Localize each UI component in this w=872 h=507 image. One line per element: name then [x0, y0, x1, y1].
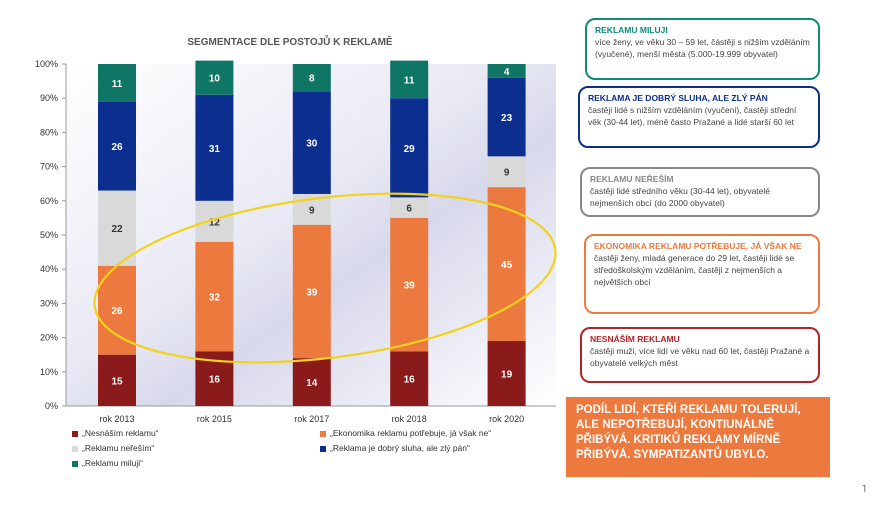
bar-segment [98, 265, 136, 355]
legend-label: „Reklamu neřeším“ [82, 443, 155, 453]
bar-data-label: 30 [306, 139, 318, 150]
y-tick-label: 100% [35, 59, 58, 69]
bar-segment [390, 197, 429, 218]
legend-swatch [72, 445, 78, 452]
summary-box: PODÍL LIDÍ, KTEŘÍ REKLAMU TOLERUJÍ, ALE … [566, 397, 830, 477]
y-tick-label: 10% [40, 367, 58, 377]
bar-segment [292, 358, 331, 406]
bar-data-label: 6 [406, 204, 412, 215]
chart-title: SEGMENTACE DLE POSTOJŮ K REKLAMĚ [187, 34, 393, 48]
bar-data-label: 29 [404, 144, 416, 155]
bar-data-label: 4 [504, 67, 510, 78]
bar-data-label: 22 [111, 224, 123, 235]
bar-segment [487, 341, 526, 406]
bar-data-label: 9 [504, 168, 510, 179]
bar-data-label: 26 [111, 142, 123, 153]
x-tick-label: rok 2013 [99, 414, 134, 424]
bar-segment [195, 94, 234, 201]
bar-data-label: 31 [209, 144, 221, 155]
callout-title: NESNÁŠÍM REKLAMU [590, 334, 680, 344]
legend-label: „Nesnáším reklamu“ [82, 428, 159, 438]
callout-text: častěji lidé s nižším vzděláním (vyučeni… [588, 105, 797, 127]
callout-ekonomika: EKONOMIKA REKLAMU POTŘEBUJE, JÁ VŠAK NE … [584, 234, 820, 314]
legend-swatch [320, 445, 326, 452]
bar-data-label: 11 [112, 79, 123, 90]
legend-label: „Reklama je dobrý sluha, ale zlý pán“ [330, 443, 470, 453]
bar-segment [195, 241, 234, 352]
bar-segment [98, 354, 136, 406]
bar-segment [390, 217, 429, 352]
callout-text: častěji lidé středního věku (30-44 let),… [590, 186, 771, 208]
highlight-ellipse [93, 192, 557, 364]
corner-tick: ˥ [862, 484, 866, 495]
bar-data-label: 14 [306, 378, 318, 389]
callout-title: REKLAMU NEŘEŠÍM [590, 174, 674, 184]
bar-segment [487, 156, 526, 188]
legend-swatch [72, 460, 78, 467]
bar-segment [487, 77, 526, 157]
bar-data-label: 11 [404, 75, 415, 86]
bar-segment [98, 190, 136, 266]
callout-title: REKLAMU MILUJI [595, 25, 668, 35]
callout-nesnasim: NESNÁŠÍM REKLAMU častěji muži, více lidí… [580, 327, 820, 383]
legend-swatch [72, 430, 78, 437]
y-tick-label: 70% [40, 162, 58, 172]
x-tick-label: rok 2017 [294, 414, 329, 424]
callout-title: EKONOMIKA REKLAMU POTŘEBUJE, JÁ VŠAK NE [594, 241, 802, 251]
callout-text: častěji ženy, mladá generace do 29 let, … [594, 253, 795, 287]
bar-data-label: 16 [209, 375, 221, 386]
y-tick-label: 30% [40, 298, 58, 308]
bar-data-label: 10 [209, 74, 221, 85]
y-tick-label: 90% [40, 93, 58, 103]
bar-segment [195, 200, 234, 242]
callout-reklamu-neresim: REKLAMU NEŘEŠÍM častěji lidé středního v… [580, 167, 820, 217]
bar-segment [390, 98, 429, 198]
legend-label: „Reklamu miluji“ [82, 458, 143, 468]
bar-segment [292, 224, 331, 359]
x-tick-label: rok 2018 [392, 414, 427, 424]
bar-segment [292, 91, 331, 194]
bar-data-label: 45 [501, 260, 513, 271]
bar-data-label: 26 [111, 306, 123, 317]
y-tick-label: 0% [45, 401, 58, 411]
legend-item-miluji: „Reklamu miluji“ [72, 458, 143, 468]
callout-text: více ženy, ve věku 30 – 59 let, částěji … [595, 37, 810, 59]
y-tick-label: 20% [40, 333, 58, 343]
bar-data-label: 23 [501, 113, 513, 124]
callout-dobry-sluha: REKLAMA JE DOBRÝ SLUHA, ALE ZLÝ PÁN čast… [578, 86, 820, 148]
bar-segment [98, 64, 136, 102]
bar-segment [195, 60, 234, 95]
x-tick-label: rok 2015 [197, 414, 232, 424]
bar-data-label: 15 [111, 376, 123, 387]
bar-segment [390, 60, 429, 99]
bar-data-label: 9 [309, 205, 315, 216]
bar-segment [292, 64, 331, 92]
bar-data-label: 39 [306, 287, 318, 298]
legend-item-nesnasim: „Nesnáším reklamu“ [72, 428, 159, 438]
bar-data-label: 8 [309, 74, 315, 85]
legend-swatch [320, 430, 326, 437]
y-tick-label: 50% [40, 230, 58, 240]
callout-reklamu-miluji: REKLAMU MILUJI více ženy, ve věku 30 – 5… [585, 18, 820, 80]
legend-item-ekonomika: „Ekonomika reklamu potřebuje, já však ne… [320, 428, 491, 438]
legend-item-neresim: „Reklamu neřeším“ [72, 443, 154, 453]
x-tick-label: rok 2020 [489, 414, 524, 424]
bar-segment [390, 351, 429, 406]
bar-data-label: 12 [209, 217, 221, 228]
y-tick-label: 60% [40, 196, 58, 206]
y-tick-label: 80% [40, 127, 58, 137]
bar-data-label: 32 [209, 293, 221, 304]
bar-segment [98, 101, 136, 191]
legend-item-dobry-sluha: „Reklama je dobrý sluha, ale zlý pán“ [320, 443, 470, 453]
bar-data-label: 16 [404, 375, 416, 386]
bar-data-label: 19 [501, 370, 513, 381]
bar-segment [487, 64, 526, 78]
legend-label: „Ekonomika reklamu potřebuje, já však ne… [330, 428, 492, 438]
bar-data-label: 39 [404, 281, 416, 292]
y-tick-label: 40% [40, 264, 58, 274]
callout-text: častěji muži, více lidí ve věku nad 60 l… [590, 346, 810, 368]
callout-title: REKLAMA JE DOBRÝ SLUHA, ALE ZLÝ PÁN [588, 93, 768, 103]
